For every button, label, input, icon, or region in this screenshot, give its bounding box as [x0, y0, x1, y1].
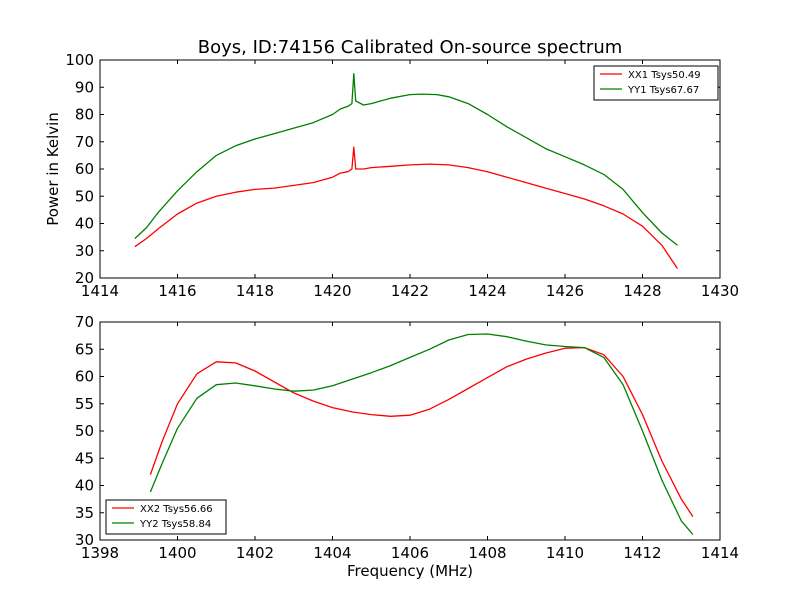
x-tick-label: 1402	[236, 544, 274, 562]
x-tick-label: 1414	[701, 544, 739, 562]
y-tick-label: 35	[75, 504, 94, 522]
y-tick-label: 30	[75, 531, 94, 549]
x-tick-label: 1414	[81, 282, 119, 300]
y-tick-label: 30	[75, 242, 94, 260]
series-line-2	[134, 72, 678, 246]
y-tick-label: 40	[75, 215, 94, 233]
legend-label: YY1 Tsys67.67	[627, 85, 699, 96]
x-tick-label: 1412	[623, 544, 661, 562]
x-tick-label: 1420	[313, 282, 351, 300]
x-tick-label: 1408	[468, 544, 506, 562]
y-tick-label: 70	[75, 313, 94, 331]
y-tick-label: 90	[75, 78, 94, 96]
x-tick-label: 1404	[313, 544, 351, 562]
y-tick-label: 80	[75, 106, 94, 124]
legend-box	[593, 65, 719, 101]
x-tick-label: 1424	[468, 282, 506, 300]
series-line-1	[149, 346, 694, 517]
y-tick-label: 60	[75, 368, 94, 386]
x-axis-label: Frequency (MHz)	[347, 562, 473, 580]
x-tick-label: 1398	[81, 544, 119, 562]
x-tick-label: 1410	[546, 544, 584, 562]
series-line-2	[149, 333, 694, 535]
y-tick-label: 50	[75, 422, 94, 440]
y-tick-label: 60	[75, 160, 94, 178]
x-tick-label: 1426	[546, 282, 584, 300]
x-tick-label: 1422	[391, 282, 429, 300]
y-axis-label: Power in Kelvin	[44, 112, 62, 226]
y-tick-label: 65	[75, 340, 94, 358]
figure-title: Boys, ID:74156 Calibrated On-source spec…	[198, 37, 623, 58]
y-tick-label: 55	[75, 395, 94, 413]
legend-label: XX1 Tsys50.49	[628, 70, 701, 81]
top-spectrum-chart: 1414 1416 1418 1420 1422 1424 1426 1428 1430 20 30…	[65, 51, 739, 300]
x-tick-label: 1430	[701, 282, 739, 300]
x-tick-label: 1418	[236, 282, 274, 300]
bottom-spectrum-chart: 1398 1400 1402 1404 1406 1408 1410 1412 1414 30 35…	[75, 313, 739, 562]
y-tick-label: 45	[75, 449, 94, 467]
y-tick-label: 50	[75, 187, 94, 205]
x-tick-label: 1416	[158, 282, 196, 300]
legend-label: XX2 Tsys56.66	[140, 504, 213, 515]
x-tick-label: 1428	[623, 282, 661, 300]
x-tick-label: 1400	[158, 544, 196, 562]
legend-box	[105, 499, 227, 535]
y-tick-label: 40	[75, 477, 94, 495]
x-tick-label: 1406	[391, 544, 429, 562]
y-tick-label: 20	[75, 269, 94, 287]
y-tick-label: 70	[75, 133, 94, 151]
series-line-1	[134, 146, 678, 269]
y-tick-label: 100	[65, 51, 94, 69]
legend-label: YY2 Tsys58.84	[139, 519, 211, 530]
